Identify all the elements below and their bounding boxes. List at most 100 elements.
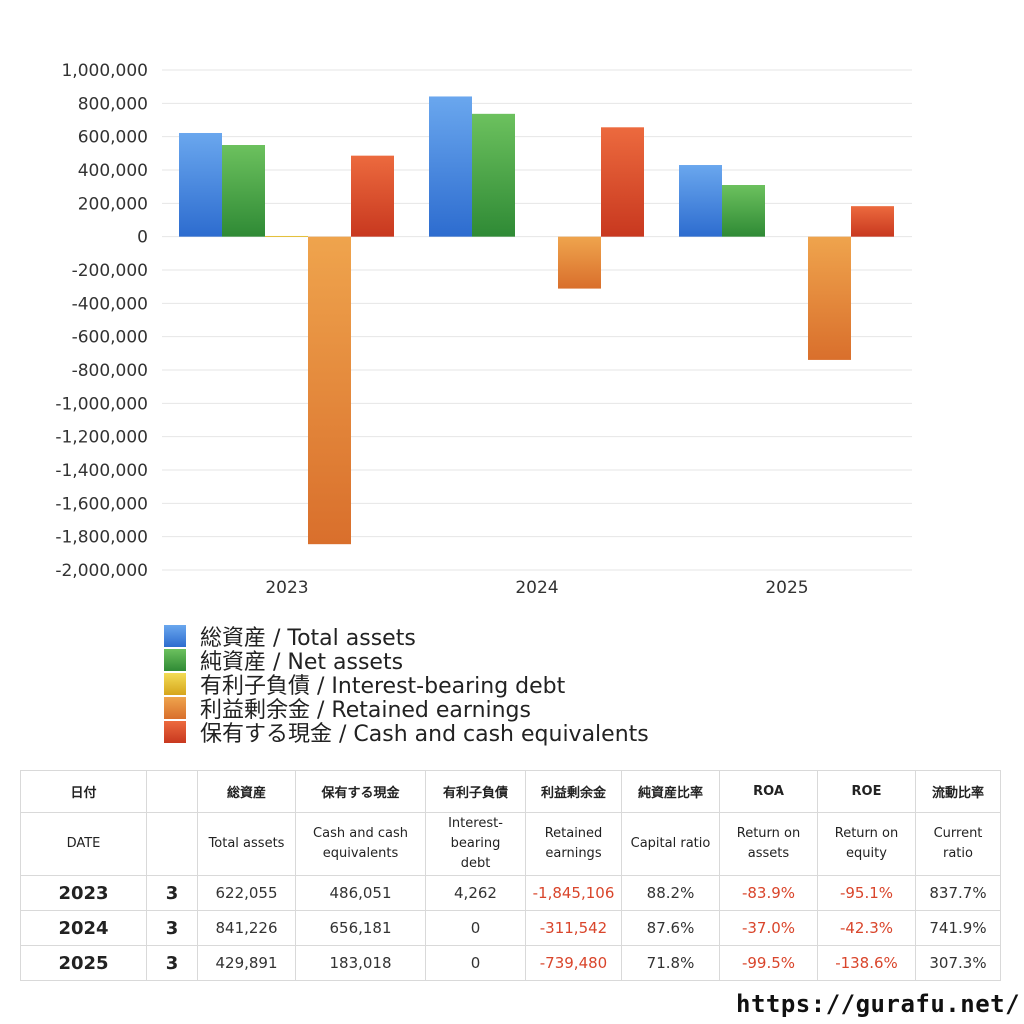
cell-roe: -42.3% bbox=[817, 910, 916, 946]
bar-2025-series-3 bbox=[808, 236, 851, 360]
y-tick-label: -800,000 bbox=[72, 361, 148, 381]
bar-2023-series-0 bbox=[179, 132, 222, 237]
header-blank bbox=[146, 770, 198, 813]
y-tick-label: -1,600,000 bbox=[55, 494, 148, 514]
legend-label: 有利子負債 / Interest-bearing debt bbox=[200, 674, 566, 699]
cell-current-ratio: 741.9% bbox=[915, 910, 1001, 946]
row-year: 2023 bbox=[20, 875, 147, 911]
header-debt-en: Interest- bearing debt bbox=[425, 812, 526, 876]
bar-2025-series-0 bbox=[679, 165, 722, 237]
y-tick-label: -600,000 bbox=[72, 328, 148, 348]
header-retained-jp: 利益剰余金 bbox=[525, 770, 622, 813]
cell-debt: 0 bbox=[425, 945, 526, 981]
header-roa-en: Return on assets bbox=[719, 812, 818, 876]
cell-cash: 656,181 bbox=[295, 910, 426, 946]
header-blank bbox=[146, 812, 198, 876]
table-row: 2025 3 429,891 183,018 0 -739,480 71.8% … bbox=[20, 945, 1001, 981]
cell-current-ratio: 307.3% bbox=[915, 945, 1001, 981]
bar-2025-series-4 bbox=[851, 206, 894, 237]
cell-current-ratio: 837.7% bbox=[915, 875, 1001, 911]
cell-capital-ratio: 87.6% bbox=[621, 910, 720, 946]
bar-2024-series-1 bbox=[472, 113, 515, 237]
legend-swatch-retained-earnings bbox=[164, 697, 186, 719]
y-tick-label: -1,400,000 bbox=[55, 461, 148, 481]
x-tick-label: 2025 bbox=[765, 578, 808, 598]
header-cash-jp: 保有する現金 bbox=[295, 770, 426, 813]
header-current-ratio-jp: 流動比率 bbox=[915, 770, 1001, 813]
header-date-en: DATE bbox=[20, 812, 147, 876]
legend-swatch-cash bbox=[164, 721, 186, 743]
x-tick-label: 2023 bbox=[265, 578, 308, 598]
y-tick-label: 1,000,000 bbox=[61, 61, 148, 81]
table-row: 2024 3 841,226 656,181 0 -311,542 87.6% … bbox=[20, 910, 1001, 946]
y-tick-label: -400,000 bbox=[72, 294, 148, 314]
cell-capital-ratio: 88.2% bbox=[621, 875, 720, 911]
x-tick-label: 2024 bbox=[515, 578, 558, 598]
header-total-assets-en: Total assets bbox=[197, 812, 296, 876]
row-quarter: 3 bbox=[146, 945, 198, 981]
legend-label: 利益剰余金 / Retained earnings bbox=[200, 698, 531, 723]
bar-2023-series-1 bbox=[222, 145, 265, 237]
header-capital-ratio-en: Capital ratio bbox=[621, 812, 720, 876]
header-roe-en: Return on equity bbox=[817, 812, 916, 876]
legend-item-cash: 保有する現金 / Cash and cash equivalents bbox=[164, 720, 649, 747]
header-cash-en: Cash and cash equivalents bbox=[295, 812, 426, 876]
legend-swatch-net-assets bbox=[164, 649, 186, 671]
bars bbox=[179, 96, 894, 545]
bar-2023-series-2 bbox=[265, 235, 308, 237]
y-tick-label: 400,000 bbox=[78, 161, 148, 181]
header-roa: ROA bbox=[719, 770, 818, 813]
cell-total-assets: 841,226 bbox=[197, 910, 296, 946]
cell-retained: -311,542 bbox=[525, 910, 622, 946]
cell-cash: 183,018 bbox=[295, 945, 426, 981]
bar-2023-series-4 bbox=[351, 155, 394, 237]
y-tick-label: -1,800,000 bbox=[55, 528, 148, 548]
y-tick-label: 200,000 bbox=[78, 194, 148, 214]
legend-label: 保有する現金 / Cash and cash equivalents bbox=[200, 722, 649, 747]
cell-debt: 4,262 bbox=[425, 875, 526, 911]
cell-roe: -95.1% bbox=[817, 875, 916, 911]
bar-2024-series-4 bbox=[601, 127, 644, 237]
bar-chart: 1,000,000 800,000 600,000 400,000 200,000 0 -2… bbox=[55, 61, 912, 598]
header-retained-en: Retained earnings bbox=[525, 812, 622, 876]
legend-swatch-interest-bearing-debt bbox=[164, 673, 186, 695]
row-quarter: 3 bbox=[146, 910, 198, 946]
cell-cash: 486,051 bbox=[295, 875, 426, 911]
cell-total-assets: 429,891 bbox=[197, 945, 296, 981]
y-tick-label: -1,200,000 bbox=[55, 428, 148, 448]
header-roe: ROE bbox=[817, 770, 916, 813]
y-tick-label: 800,000 bbox=[78, 94, 148, 114]
y-tick-label: -1,000,000 bbox=[55, 394, 148, 414]
y-tick-label: -2,000,000 bbox=[55, 561, 148, 581]
cell-retained: -739,480 bbox=[525, 945, 622, 981]
cell-retained: -1,845,106 bbox=[525, 875, 622, 911]
table-header-jp: 日付 総資産 保有する現金 有利子負債 利益剰余金 純資産比率 ROA ROE … bbox=[20, 770, 1001, 813]
y-tick-label: 600,000 bbox=[78, 128, 148, 148]
bar-2025-series-1 bbox=[722, 185, 765, 237]
cell-roa: -37.0% bbox=[719, 910, 818, 946]
y-tick-label: 0 bbox=[137, 228, 148, 248]
cell-total-assets: 622,055 bbox=[197, 875, 296, 911]
table-header-en: DATE Total assets Cash and cash equivale… bbox=[20, 812, 1001, 876]
header-debt-jp: 有利子負債 bbox=[425, 770, 526, 813]
bar-2024-series-3 bbox=[558, 236, 601, 289]
header-total-assets-jp: 総資産 bbox=[197, 770, 296, 813]
chart-legend: 総資産 / Total assets 純資産 / Net assets 有利子負… bbox=[164, 624, 649, 747]
row-quarter: 3 bbox=[146, 875, 198, 911]
legend-item-total-assets: 総資産 / Total assets bbox=[164, 624, 649, 651]
y-axis-tick-labels: 1,000,000 800,000 600,000 400,000 200,000 0 -2… bbox=[55, 61, 148, 581]
table-row: 2023 3 622,055 486,051 4,262 -1,845,106 … bbox=[20, 875, 1001, 911]
header-current-ratio-en: Current ratio bbox=[915, 812, 1001, 876]
x-axis-tick-labels: 2023 2024 2025 bbox=[265, 578, 808, 598]
bar-2024-series-0 bbox=[429, 96, 472, 237]
legend-item-retained-earnings: 利益剰余金 / Retained earnings bbox=[164, 696, 649, 723]
row-year: 2025 bbox=[20, 945, 147, 981]
cell-debt: 0 bbox=[425, 910, 526, 946]
legend-label: 総資産 / Total assets bbox=[200, 626, 416, 651]
header-capital-ratio-jp: 純資産比率 bbox=[621, 770, 720, 813]
cell-capital-ratio: 71.8% bbox=[621, 945, 720, 981]
header-date-jp: 日付 bbox=[20, 770, 147, 813]
cell-roa: -83.9% bbox=[719, 875, 818, 911]
site-url: https://gurafu.net/ bbox=[736, 990, 1021, 1018]
legend-swatch-total-assets bbox=[164, 625, 186, 647]
